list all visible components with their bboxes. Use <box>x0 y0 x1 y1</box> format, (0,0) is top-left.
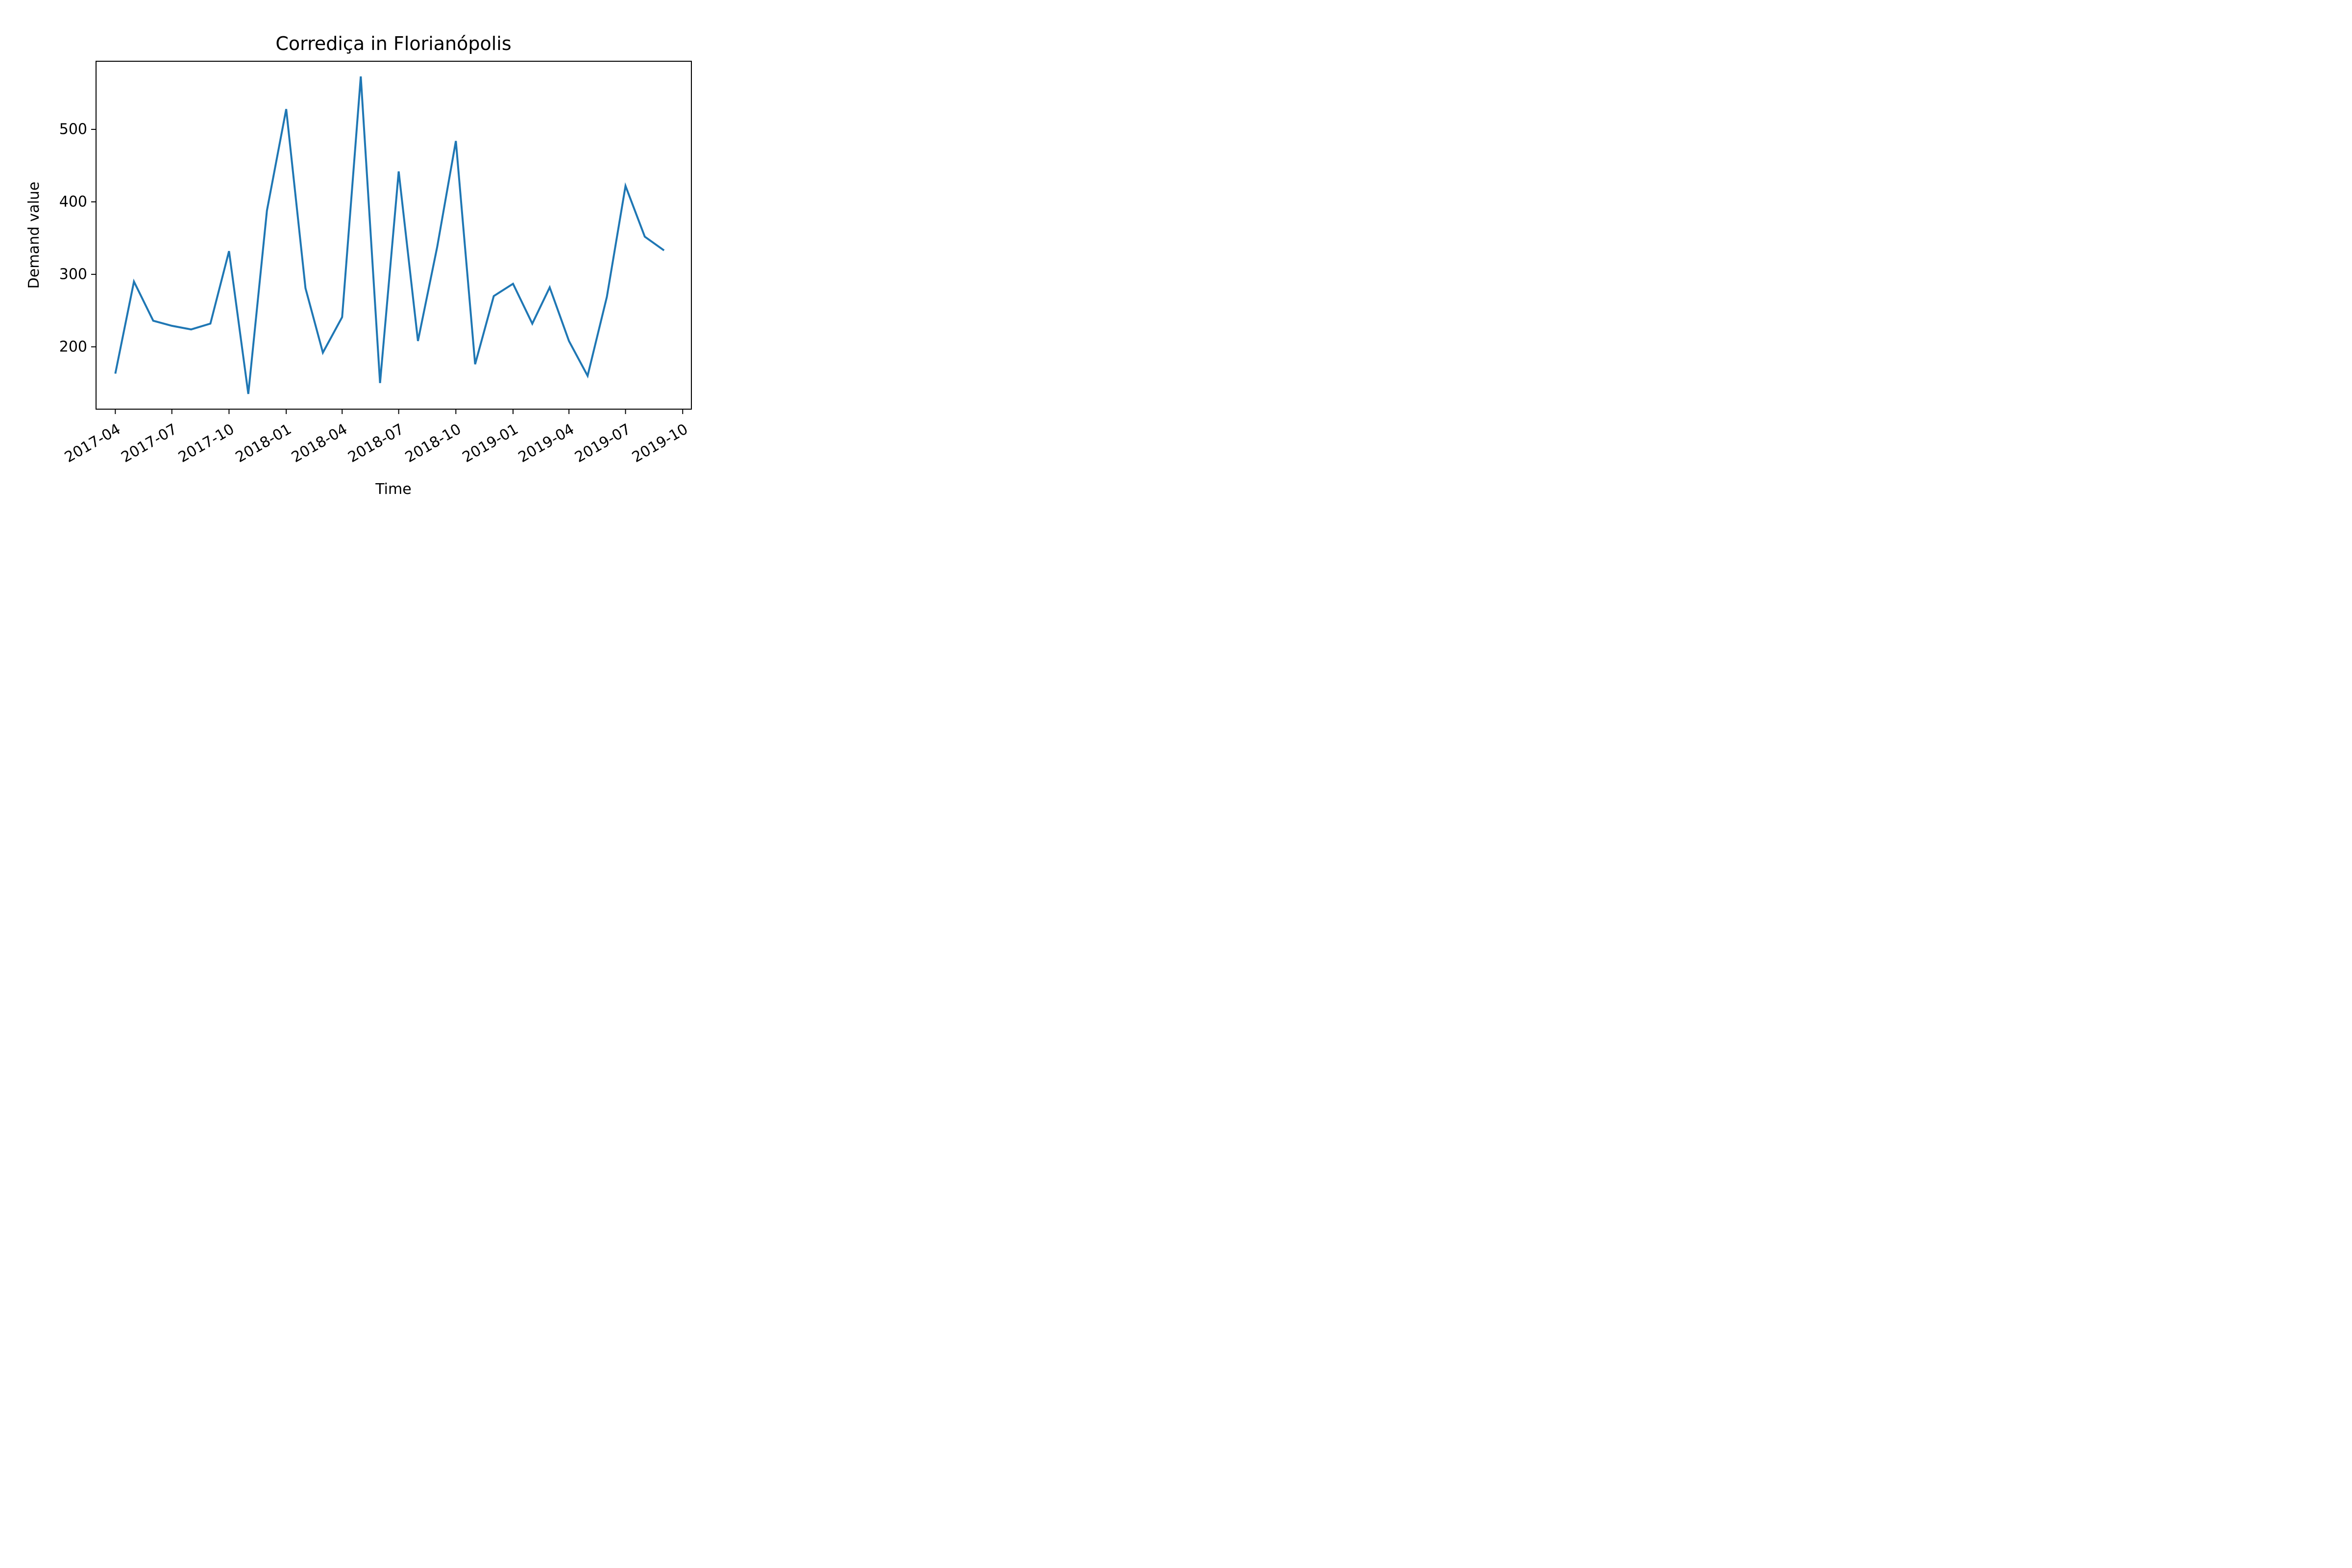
chart-title: Corrediça in Florianópolis <box>275 33 511 54</box>
y-tick-label: 400 <box>59 193 87 210</box>
plot-frame <box>96 61 692 410</box>
x-axis-label: Time <box>375 481 411 498</box>
line-chart: Corrediça in Florianópolis 2017-042017-0… <box>0 0 757 513</box>
y-axis-label: Demand value <box>25 182 43 289</box>
y-tick-label: 300 <box>59 266 87 283</box>
y-tick-label: 200 <box>59 338 87 355</box>
chart-background <box>0 0 757 513</box>
series-line-0 <box>114 76 665 394</box>
y-tick-label: 500 <box>59 121 87 138</box>
plot-content <box>114 76 665 394</box>
y-axis-ticks: 200 300 400 500 <box>59 121 96 355</box>
